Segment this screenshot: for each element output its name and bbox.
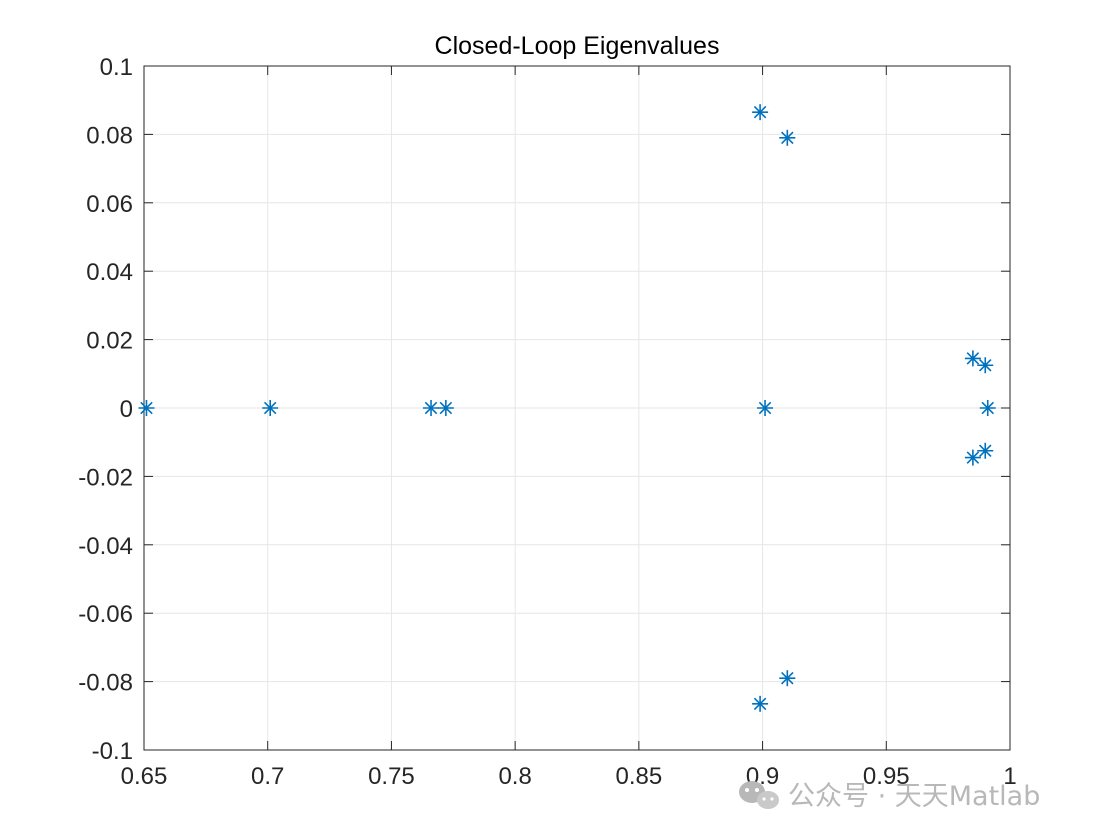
data-point xyxy=(262,400,279,416)
x-tick-label: 0.95 xyxy=(863,763,910,790)
data-point xyxy=(977,442,994,459)
y-tick-label: -0.04 xyxy=(78,533,133,560)
data-point xyxy=(779,670,796,687)
y-tick-label: 0.06 xyxy=(86,191,133,218)
y-tick-labels: -0.1 -0.08 -0.06 -0.04 -0.02 0 0.02 0.04 0.06 0.0… xyxy=(78,54,133,765)
data-point xyxy=(423,400,440,416)
y-tick-label: 0.1 xyxy=(100,54,133,81)
grid xyxy=(143,65,1011,751)
y-tick-label: 0.04 xyxy=(86,259,133,286)
y-tick-label: 0 xyxy=(120,396,133,423)
data-point xyxy=(757,400,774,416)
x-tick-label: 0.65 xyxy=(121,763,168,790)
watermark: 公众号 · 天天Matlab xyxy=(739,781,1040,812)
data-point xyxy=(979,400,996,416)
chart-title: Closed-Loop Eigenvalues xyxy=(435,32,720,60)
x-tick-label: 0.8 xyxy=(498,763,531,790)
x-tick-label: 0.7 xyxy=(251,763,284,790)
data-point xyxy=(964,449,981,466)
data-point xyxy=(964,350,981,367)
data-point xyxy=(977,357,994,374)
y-tick-label: -0.06 xyxy=(78,601,133,628)
y-tick-label: 0.08 xyxy=(86,122,133,149)
x-tick-label: 0.85 xyxy=(615,763,662,790)
y-tick-label: 0.02 xyxy=(86,328,133,355)
x-tick-label: 0.75 xyxy=(368,763,415,790)
data-point xyxy=(779,129,796,146)
wechat-icon xyxy=(739,781,779,809)
data-point xyxy=(752,695,769,712)
axis-ticks xyxy=(143,65,1011,751)
data-point xyxy=(138,400,155,416)
y-tick-label: -0.08 xyxy=(78,670,133,697)
x-tick-labels: 0.65 0.7 0.75 0.8 0.85 0.9 0.95 1 xyxy=(121,763,1017,790)
x-tick-label: 1 xyxy=(1003,763,1016,790)
data-points xyxy=(138,104,996,712)
data-point xyxy=(437,400,454,416)
data-point xyxy=(752,104,769,121)
y-tick-label: -0.1 xyxy=(92,738,133,765)
y-tick-label: -0.02 xyxy=(78,464,133,491)
watermark-text: 公众号 · 天天Matlab xyxy=(788,781,1040,812)
